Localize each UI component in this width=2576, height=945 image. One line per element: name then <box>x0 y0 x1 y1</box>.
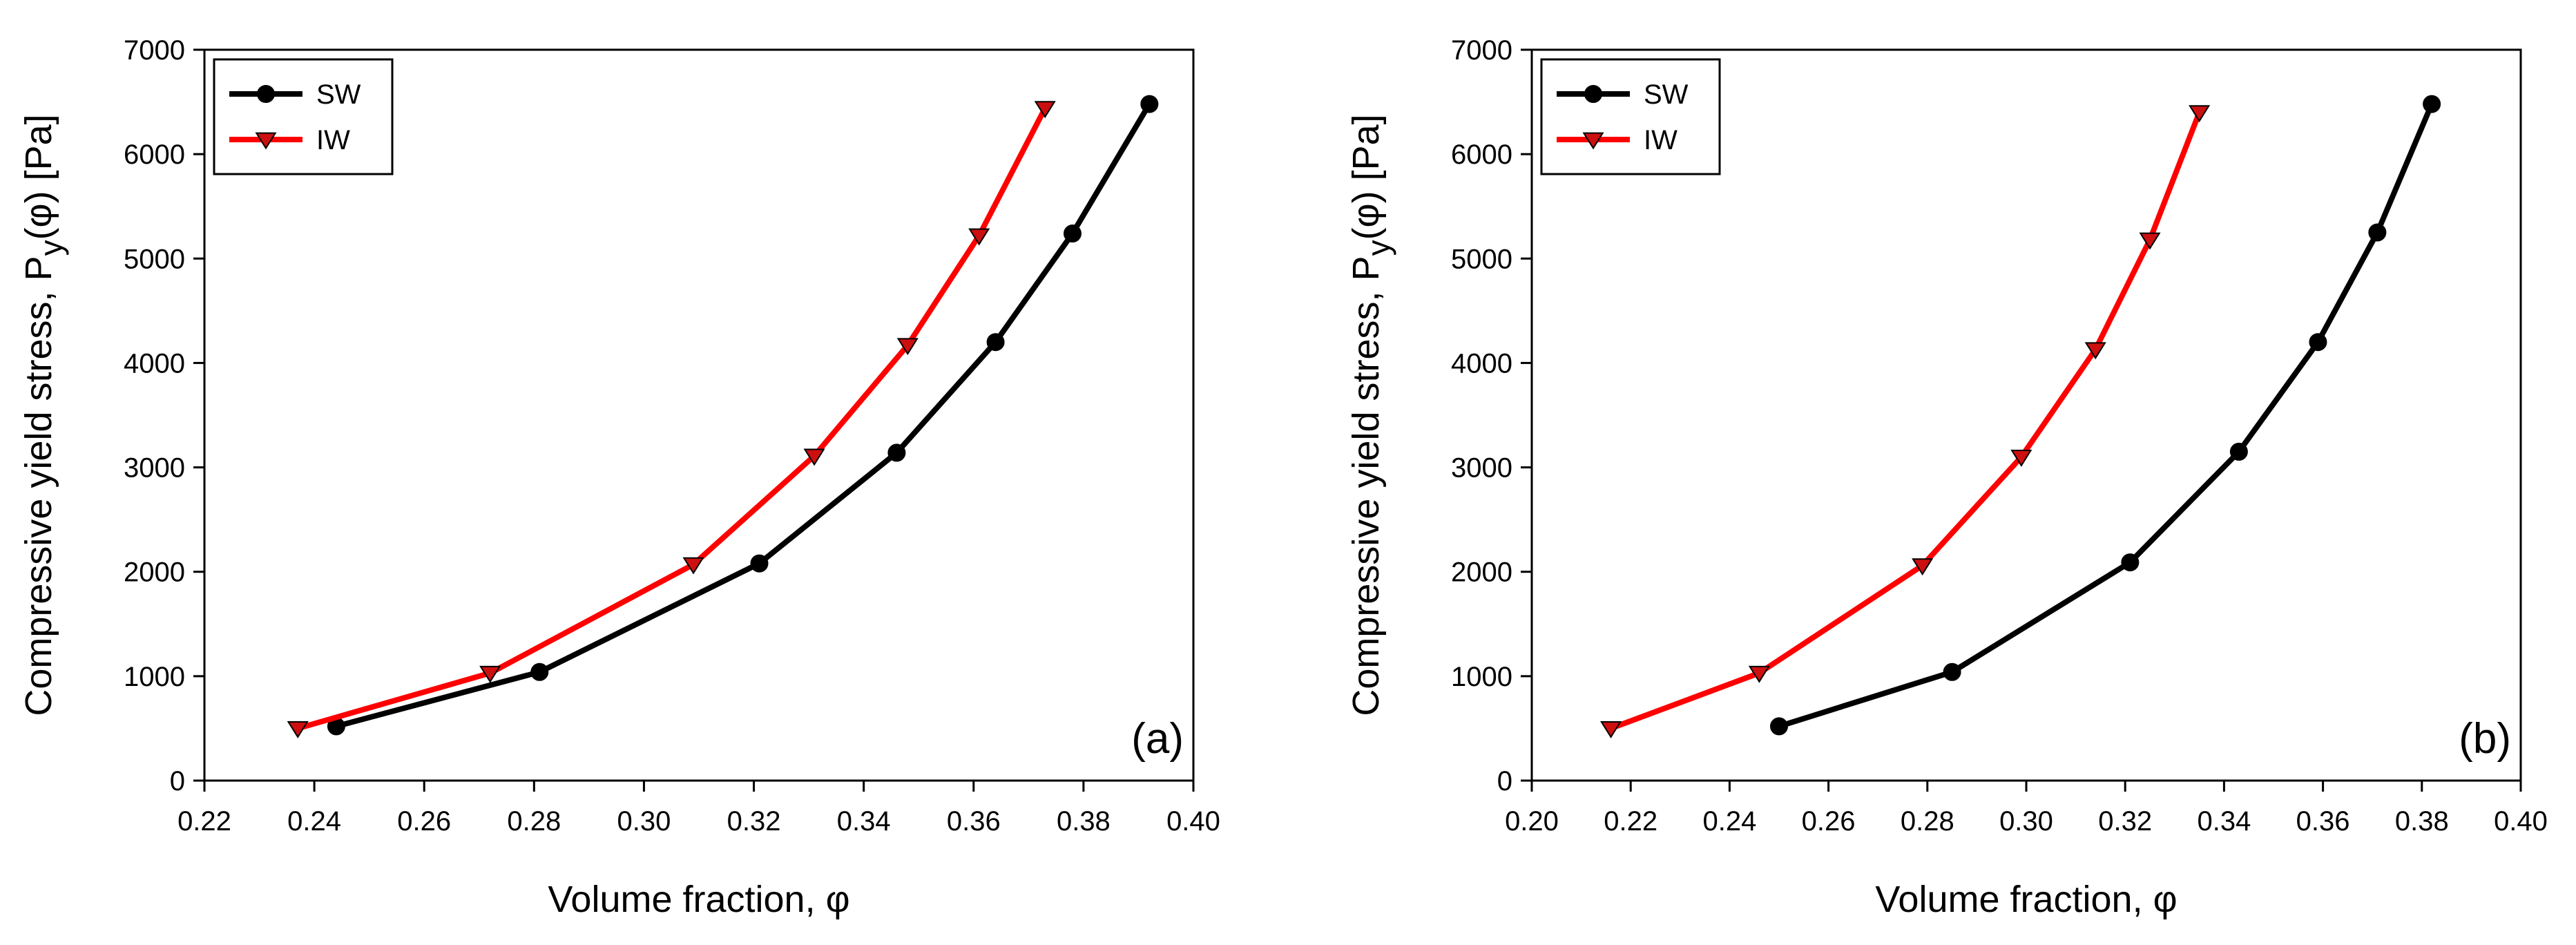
legend-box <box>213 58 394 175</box>
data-point-iw <box>1600 721 1622 738</box>
y-tick-label: 3000 <box>124 453 185 484</box>
x-tick-label: 0.38 <box>1057 806 1111 837</box>
y-tick-label: 3000 <box>1451 453 1512 484</box>
legend-label-iw: IW <box>316 125 350 155</box>
data-point-sw <box>2423 95 2441 113</box>
data-point-iw <box>479 665 501 683</box>
data-point-iw <box>2010 450 2032 467</box>
data-point-sw <box>1063 225 1082 243</box>
panel-label: (a) <box>1131 715 1184 763</box>
data-point-sw <box>1140 95 1159 113</box>
legend-label-sw: SW <box>1644 79 1689 110</box>
data-point-iw <box>287 721 309 738</box>
data-point-sw <box>1770 717 1788 736</box>
series-sw <box>327 95 1159 736</box>
legend-box <box>1540 58 1721 175</box>
chart-panel-0: 0.22 0.24 0.26 0.28 0.30 0.32 0.34 0.36 0.38 0.40… <box>18 35 1220 920</box>
y-tick-label: 4000 <box>124 348 185 379</box>
x-tick-label: 0.24 <box>287 806 341 837</box>
data-point-iw <box>2084 342 2106 360</box>
y-tick-label: 2000 <box>124 557 185 588</box>
y-tick-label: 6000 <box>124 140 185 170</box>
x-tick-label: 0.32 <box>727 806 781 837</box>
data-point-sw <box>2229 442 2248 461</box>
data-point-sw <box>2368 223 2387 242</box>
x-tick-label: 0.34 <box>2197 806 2251 837</box>
y-tick-label: 5000 <box>124 244 185 274</box>
data-point-iw <box>968 228 990 246</box>
x-tick-label: 0.36 <box>2296 806 2350 837</box>
series-iw <box>287 101 1056 738</box>
data-point-sw <box>1943 662 1961 681</box>
legend: SW IW <box>213 58 394 175</box>
x-tick-label: 0.34 <box>837 806 891 837</box>
y-tick-label: 0 <box>1497 766 1512 796</box>
y-tick-label: 0 <box>170 766 185 796</box>
data-point-iw <box>2189 105 2211 123</box>
x-tick-label: 0.22 <box>177 806 231 837</box>
y-axis-title: Compressive yield stress, Py(φ) [Pa] <box>18 114 69 716</box>
legend-label-iw: IW <box>1644 125 1678 155</box>
series-iw <box>1600 105 2211 738</box>
legend: SW IW <box>1540 58 1721 175</box>
y-axis-title-suffix: (φ) [Pa] <box>1345 114 1387 240</box>
legend-marker-sw <box>1584 85 1602 103</box>
y-tick-label: 4000 <box>1451 348 1512 379</box>
data-point-iw <box>1748 665 1770 683</box>
y-tick-label: 1000 <box>124 662 185 692</box>
data-point-sw <box>887 443 906 462</box>
x-tick-label: 0.26 <box>397 806 451 837</box>
data-point-iw <box>803 448 825 466</box>
x-tick-label: 0.38 <box>2395 806 2449 837</box>
y-axis-title-main: Compressive yield stress, P <box>1345 256 1387 716</box>
data-point-iw <box>1912 558 1934 576</box>
y-axis-title: Compressive yield stress, Py(φ) [Pa] <box>1345 114 1396 716</box>
y-tick-label: 6000 <box>1451 140 1512 170</box>
x-axis-title: Volume fraction, φ <box>548 879 849 920</box>
y-axis-title-subscript: y <box>33 240 69 256</box>
x-tick-label: 0.28 <box>507 806 561 837</box>
data-point-iw <box>682 557 704 575</box>
data-point-sw <box>2309 333 2327 352</box>
data-point-iw <box>896 338 919 356</box>
data-point-sw <box>2121 553 2140 572</box>
y-tick-label: 7000 <box>124 35 185 66</box>
x-tick-label: 0.32 <box>2098 806 2152 837</box>
plot-frame <box>203 48 1195 782</box>
y-tick-label: 7000 <box>1451 35 1512 66</box>
data-point-sw <box>986 333 1005 352</box>
y-axis-title-suffix: (φ) [Pa] <box>18 114 59 240</box>
x-tick-label: 0.26 <box>1802 806 1856 837</box>
panel-label: (b) <box>2459 715 2511 763</box>
x-tick-label: 0.24 <box>1702 806 1756 837</box>
x-tick-label: 0.36 <box>947 806 1001 837</box>
chart-panel-1: 0.20 0.22 0.24 0.26 0.28 0.30 0.32 0.34 0.36 0.38… <box>1345 35 2548 920</box>
y-tick-label: 5000 <box>1451 244 1512 274</box>
legend-marker-sw <box>257 85 275 103</box>
legend-label-sw: SW <box>316 79 361 110</box>
x-tick-label: 0.40 <box>1166 806 1220 837</box>
y-tick-label: 1000 <box>1451 662 1512 692</box>
data-point-iw <box>1034 101 1056 119</box>
x-tick-label: 0.30 <box>617 806 671 837</box>
x-tick-label: 0.22 <box>1604 806 1657 837</box>
data-point-sw <box>530 662 549 681</box>
y-axis-title-subscript: y <box>1361 240 1396 256</box>
x-axis-title: Volume fraction, φ <box>1875 879 2177 920</box>
x-tick-label: 0.30 <box>1999 806 2053 837</box>
x-tick-label: 0.28 <box>1901 806 1954 837</box>
y-axis-title-main: Compressive yield stress, P <box>18 256 59 716</box>
data-point-sw <box>750 554 769 573</box>
legend-marker-iw <box>255 132 277 150</box>
data-point-iw <box>2139 232 2161 250</box>
x-tick-label: 0.20 <box>1505 806 1559 837</box>
series-sw <box>1770 95 2441 736</box>
legend-marker-iw <box>1582 132 1604 150</box>
x-tick-label: 0.40 <box>2494 806 2548 837</box>
y-tick-label: 2000 <box>1451 557 1512 588</box>
